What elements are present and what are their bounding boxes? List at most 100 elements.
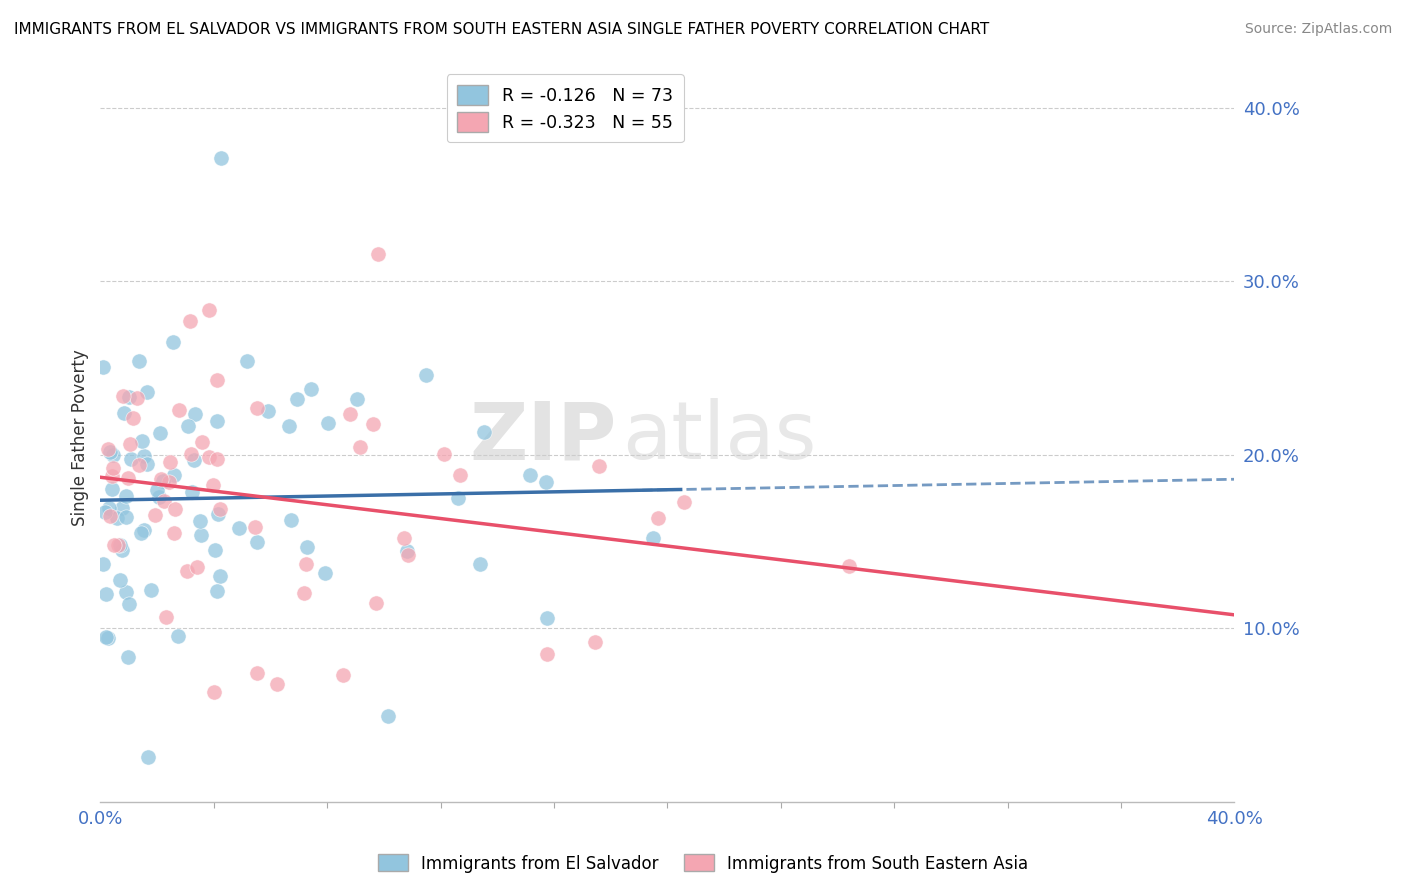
Point [292, 585, 315, 599]
Point [97, 500, 120, 515]
Point [205, 452, 228, 467]
Point [190, 528, 212, 542]
Point [186, 559, 208, 574]
Point [159, 455, 181, 469]
Point [91, 360, 114, 375]
Point [97, 631, 120, 645]
Point [117, 471, 139, 485]
Point [157, 475, 180, 489]
Point [149, 472, 172, 486]
Point [103, 461, 125, 475]
Point [152, 474, 174, 488]
Point [162, 334, 184, 349]
Point [103, 538, 125, 552]
Point [163, 525, 186, 540]
Point [201, 477, 224, 491]
Point [148, 490, 170, 504]
Point [536, 611, 558, 625]
Point [115, 489, 138, 503]
Point [105, 511, 128, 525]
Point [176, 419, 198, 434]
Point [155, 610, 177, 624]
Text: ZIP: ZIP [470, 399, 616, 476]
Point [316, 416, 339, 430]
Point [167, 629, 190, 643]
Point [107, 538, 129, 552]
Point [176, 564, 198, 578]
Point [128, 354, 150, 368]
Point [98, 445, 121, 459]
Point [111, 543, 134, 558]
Point [204, 543, 226, 558]
Point [127, 391, 149, 405]
Point [135, 384, 157, 399]
Point [643, 531, 665, 545]
Point [112, 406, 135, 420]
Point [367, 247, 389, 261]
Point [468, 557, 491, 571]
Point [129, 525, 152, 540]
Y-axis label: Single Father Poverty: Single Father Poverty [72, 349, 89, 525]
Point [134, 523, 156, 537]
Text: IMMIGRANTS FROM EL SALVADOR VS IMMIGRANTS FROM SOUTH EASTERN ASIA SINGLE FATHER : IMMIGRANTS FROM EL SALVADOR VS IMMIGRANT… [14, 22, 990, 37]
Point [115, 585, 138, 599]
Text: atlas: atlas [621, 399, 817, 476]
Point [285, 392, 308, 406]
Point [184, 408, 207, 422]
Point [120, 437, 142, 451]
Point [120, 451, 142, 466]
Point [332, 667, 354, 681]
Point [433, 447, 456, 461]
Point [111, 389, 134, 403]
Point [101, 468, 124, 483]
Point [117, 597, 139, 611]
Point [117, 649, 139, 664]
Point [474, 425, 496, 440]
Point [266, 677, 288, 691]
Point [96, 587, 118, 601]
Point [447, 491, 470, 505]
Point [152, 493, 174, 508]
Legend: R = -0.126   N = 73, R = -0.323   N = 55: R = -0.126 N = 73, R = -0.323 N = 55 [447, 74, 683, 142]
Point [208, 569, 231, 583]
Point [183, 452, 205, 467]
Point [588, 459, 610, 474]
Point [179, 314, 201, 328]
Point [135, 457, 157, 471]
Point [101, 482, 124, 496]
Point [202, 685, 225, 699]
Point [314, 566, 336, 580]
Point [395, 544, 418, 558]
Point [246, 534, 269, 549]
Point [118, 390, 141, 404]
Point [415, 368, 437, 382]
Point [96, 630, 118, 644]
Point [295, 541, 318, 555]
Point [143, 508, 166, 523]
Point [108, 538, 131, 552]
Point [136, 750, 159, 764]
Point [198, 303, 221, 318]
Point [536, 648, 558, 662]
Point [228, 521, 250, 535]
Point [163, 467, 186, 482]
Point [122, 410, 145, 425]
Point [519, 468, 541, 483]
Point [361, 417, 384, 431]
Point [94, 505, 117, 519]
Point [246, 665, 269, 680]
Point [257, 404, 280, 418]
Point [115, 510, 138, 524]
Point [205, 413, 228, 427]
Point [207, 508, 229, 522]
Point [534, 475, 557, 489]
Text: Source: ZipAtlas.com: Source: ZipAtlas.com [1244, 22, 1392, 37]
Point [139, 583, 162, 598]
Legend: Immigrants from El Salvador, Immigrants from South Eastern Asia: Immigrants from El Salvador, Immigrants … [371, 847, 1035, 880]
Point [103, 448, 125, 462]
Point [208, 502, 231, 516]
Point [91, 557, 114, 571]
Point [339, 407, 361, 421]
Point [131, 434, 153, 449]
Point [205, 584, 228, 599]
